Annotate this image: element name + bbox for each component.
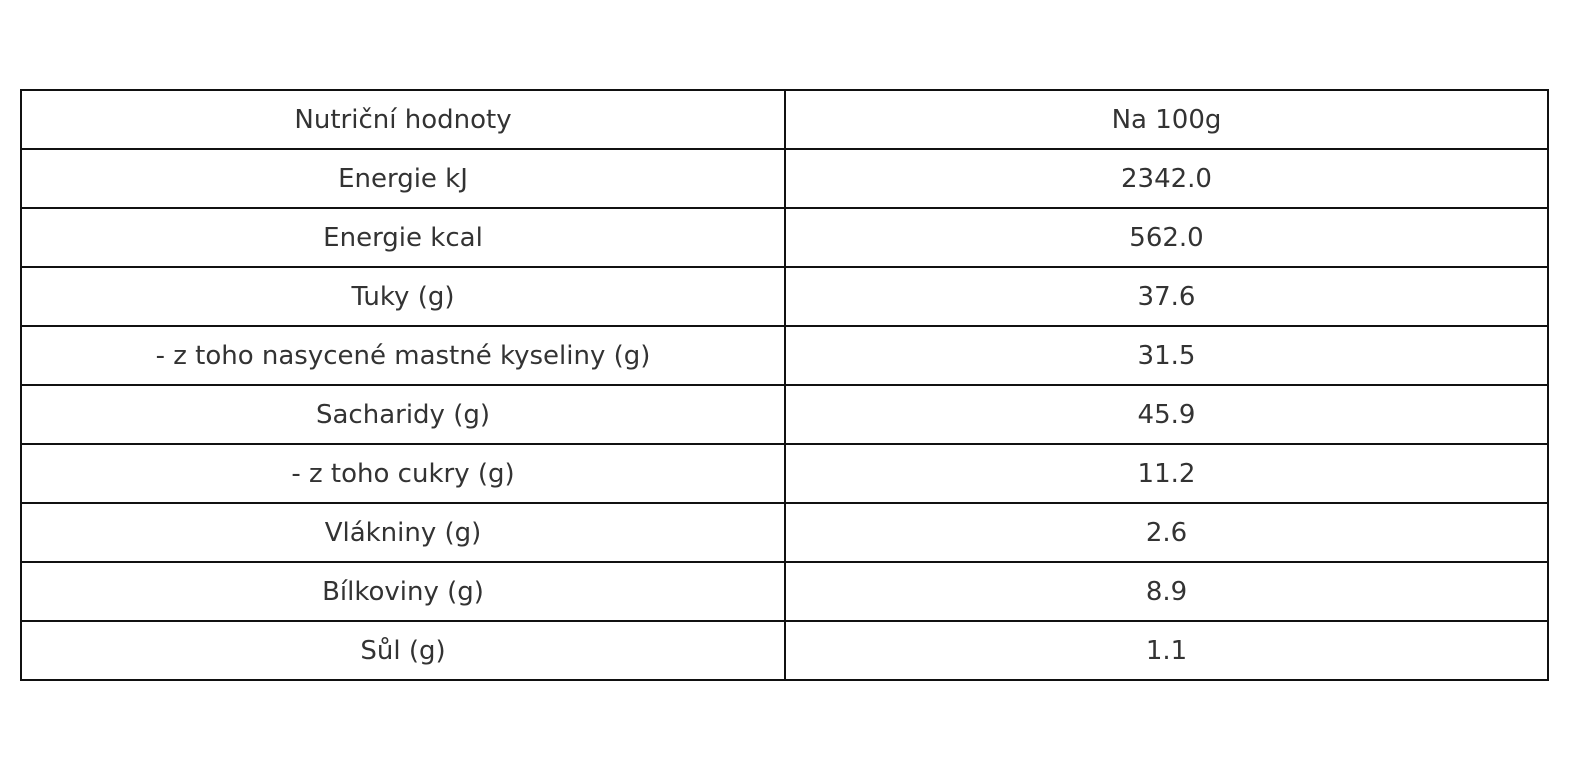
- nutrient-value: 31.5: [784, 325, 1549, 386]
- nutrient-name: Energie kcal: [20, 207, 786, 268]
- header-row: Nutriční hodnoty Na 100g: [20, 89, 1549, 150]
- nutrition-table: Nutriční hodnoty Na 100g Energie kJ 2342.…: [20, 89, 1549, 681]
- nutrient-name: Energie kJ: [20, 148, 786, 209]
- table-row: Sůl (g) 1.1: [20, 620, 1549, 681]
- nutrient-name: - z toho nasycené mastné kyseliny (g): [20, 325, 786, 386]
- nutrient-name: Vlákniny (g): [20, 502, 786, 563]
- nutrient-name: Tuky (g): [20, 266, 786, 327]
- nutrient-value: 1.1: [784, 620, 1549, 681]
- table-row: Sacharidy (g) 45.9: [20, 384, 1549, 445]
- header-cell: Na 100g: [784, 89, 1549, 150]
- header-cell: Nutriční hodnoty: [20, 89, 786, 150]
- nutrient-value: 45.9: [784, 384, 1549, 445]
- nutrient-value: 11.2: [784, 443, 1549, 504]
- nutrient-value: 37.6: [784, 266, 1549, 327]
- nutrient-name: - z toho cukry (g): [20, 443, 786, 504]
- nutrient-name: Sůl (g): [20, 620, 786, 681]
- table-row: Energie kJ 2342.0: [20, 148, 1549, 209]
- nutrient-value: 2342.0: [784, 148, 1549, 209]
- table-row: - z toho cukry (g) 11.2: [20, 443, 1549, 504]
- table-row: Bílkoviny (g) 8.9: [20, 561, 1549, 622]
- table-row: Vlákniny (g) 2.6: [20, 502, 1549, 563]
- table-row: Tuky (g) 37.6: [20, 266, 1549, 327]
- nutrient-value: 8.9: [784, 561, 1549, 622]
- nutrient-name: Sacharidy (g): [20, 384, 786, 445]
- table-body: Energie kJ 2342.0 Energie kcal 562.0 Tuky (g…: [20, 148, 1549, 681]
- table-row: - z toho nasycené mastné kyseliny (g) 31.…: [20, 325, 1549, 386]
- nutrient-name: Bílkoviny (g): [20, 561, 786, 622]
- nutrient-value: 562.0: [784, 207, 1549, 268]
- nutrient-value: 2.6: [784, 502, 1549, 563]
- table-header: Nutriční hodnoty Na 100g: [20, 89, 1549, 150]
- table-row: Energie kcal 562.0: [20, 207, 1549, 268]
